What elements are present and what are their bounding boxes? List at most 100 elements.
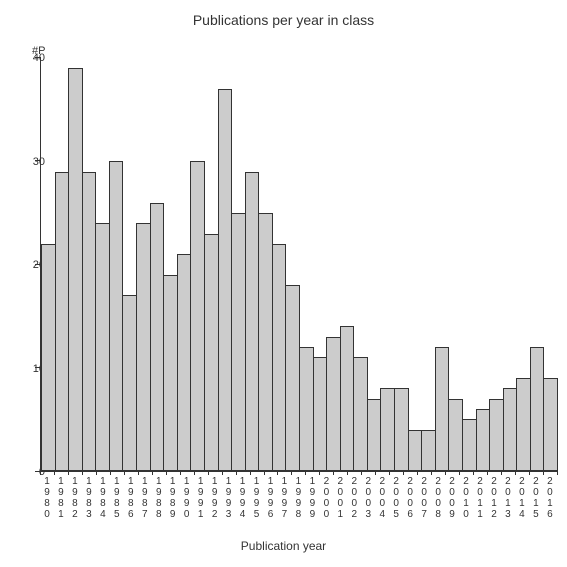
x-tick-label: 2015 <box>529 474 543 544</box>
x-tick <box>319 471 320 475</box>
x-tick <box>403 471 404 475</box>
x-tick <box>96 471 97 475</box>
x-tick <box>543 471 544 475</box>
x-labels: 1980198119821983198419851986198719881989… <box>40 474 557 544</box>
chart-container: Publications per year in class #P 010203… <box>0 0 567 567</box>
bar <box>285 285 300 471</box>
x-tick <box>250 471 251 475</box>
x-tick-label: 2016 <box>543 474 557 544</box>
bar <box>448 399 463 471</box>
bars <box>41 58 557 471</box>
x-tick-label: 2013 <box>501 474 515 544</box>
bar <box>204 234 219 471</box>
bar <box>163 275 178 471</box>
plot-area <box>40 58 557 472</box>
x-tick-label: 1988 <box>152 474 166 544</box>
x-tick-label: 2008 <box>431 474 445 544</box>
bar <box>380 388 395 471</box>
bar <box>435 347 450 471</box>
x-tick <box>501 471 502 475</box>
x-tick <box>54 471 55 475</box>
x-tick-label: 2006 <box>403 474 417 544</box>
x-tick-label: 1996 <box>264 474 278 544</box>
bar <box>82 172 97 471</box>
x-tick <box>487 471 488 475</box>
x-tick-label: 2002 <box>347 474 361 544</box>
x-tick <box>264 471 265 475</box>
bar <box>109 161 124 471</box>
bar <box>122 295 137 471</box>
bar <box>313 357 328 471</box>
x-tick-label: 2003 <box>361 474 375 544</box>
bar <box>55 172 70 471</box>
x-tick-label: 1986 <box>124 474 138 544</box>
x-tick <box>166 471 167 475</box>
x-tick-label: 2007 <box>417 474 431 544</box>
bar <box>530 347 545 471</box>
bar <box>476 409 491 471</box>
x-tick-label: 2011 <box>473 474 487 544</box>
x-tick <box>222 471 223 475</box>
x-tick-label: 1997 <box>277 474 291 544</box>
x-tick-label: 1994 <box>236 474 250 544</box>
bar <box>299 347 314 471</box>
x-tick-label: 1995 <box>250 474 264 544</box>
bar <box>394 388 409 471</box>
x-tick <box>152 471 153 475</box>
x-tick <box>180 471 181 475</box>
bar <box>231 213 246 471</box>
x-tick <box>389 471 390 475</box>
x-tick <box>375 471 376 475</box>
x-tick-label: 1998 <box>291 474 305 544</box>
x-axis-label: Publication year <box>0 539 567 553</box>
bar <box>489 399 504 471</box>
x-tick-label: 1990 <box>180 474 194 544</box>
x-tick-label: 1984 <box>96 474 110 544</box>
x-tick <box>431 471 432 475</box>
x-tick-label: 1999 <box>305 474 319 544</box>
x-tick <box>347 471 348 475</box>
bar <box>95 223 110 471</box>
x-tick <box>515 471 516 475</box>
x-tick-label: 2005 <box>389 474 403 544</box>
x-tick <box>333 471 334 475</box>
x-tick-label: 1982 <box>68 474 82 544</box>
x-tick <box>277 471 278 475</box>
x-tick <box>138 471 139 475</box>
bar <box>340 326 355 471</box>
bar <box>245 172 260 471</box>
bar <box>408 430 423 471</box>
x-tick-label: 1983 <box>82 474 96 544</box>
x-tick <box>208 471 209 475</box>
x-tick <box>124 471 125 475</box>
bar <box>41 244 56 471</box>
x-tick <box>445 471 446 475</box>
bar <box>190 161 205 471</box>
bar <box>543 378 558 471</box>
x-tick-label: 1987 <box>138 474 152 544</box>
x-tick <box>529 471 530 475</box>
bar <box>326 337 341 471</box>
x-tick <box>417 471 418 475</box>
bar <box>177 254 192 471</box>
bar <box>353 357 368 471</box>
bar <box>68 68 83 471</box>
x-tick-label: 1981 <box>54 474 68 544</box>
x-tick <box>305 471 306 475</box>
x-tick-label: 1989 <box>166 474 180 544</box>
bar <box>421 430 436 471</box>
x-tick <box>110 471 111 475</box>
x-tick-label: 1991 <box>194 474 208 544</box>
bar <box>136 223 151 471</box>
x-tick <box>82 471 83 475</box>
bar <box>218 89 233 471</box>
x-tick <box>68 471 69 475</box>
x-tick <box>473 471 474 475</box>
bar <box>503 388 518 471</box>
bar <box>150 203 165 471</box>
x-tick-label: 2012 <box>487 474 501 544</box>
x-tick-label: 2009 <box>445 474 459 544</box>
x-tick-label: 2004 <box>375 474 389 544</box>
x-tick-label: 1980 <box>40 474 54 544</box>
x-tick <box>459 471 460 475</box>
